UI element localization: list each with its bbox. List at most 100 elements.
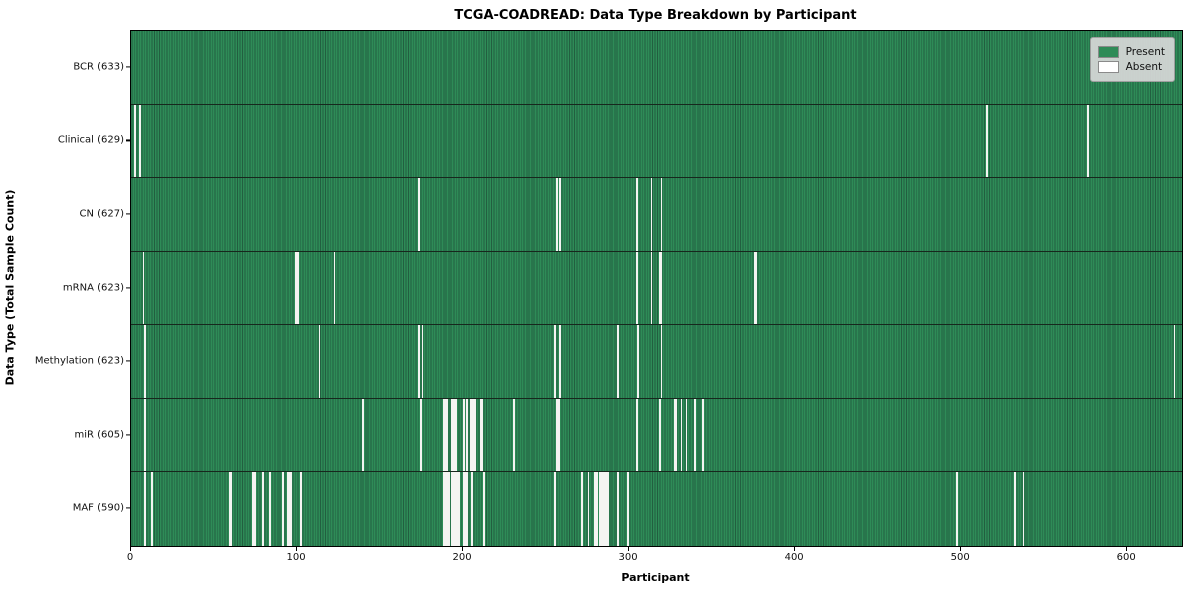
absent-stripe <box>554 325 557 398</box>
legend: Present Absent <box>1089 37 1175 82</box>
y-tick-label: CN (627) <box>79 208 124 220</box>
row-MAF <box>131 472 1182 546</box>
x-tick-mark <box>1126 546 1128 551</box>
x-tick-label: 0 <box>126 552 134 563</box>
absent-stripe <box>473 398 475 472</box>
x-tick-mark <box>960 546 962 551</box>
absent-stripe <box>635 398 638 472</box>
absent-stripe <box>650 178 653 251</box>
y-tick-mark <box>126 213 130 215</box>
absent-stripe <box>282 472 284 546</box>
x-axis-label: Participant <box>621 571 690 584</box>
absent-stripe <box>617 325 620 398</box>
absent-stripe <box>142 251 145 325</box>
absent-stripe <box>605 472 608 546</box>
y-tick-label: Clinical (629) <box>57 134 124 146</box>
absent-stripe <box>637 325 640 398</box>
present-swatch-icon <box>1097 46 1119 58</box>
absent-stripe <box>446 398 449 472</box>
absent-stripe <box>512 398 515 472</box>
absent-stripe <box>753 251 756 325</box>
absent-stripe <box>660 325 663 398</box>
absent-stripe <box>444 472 447 546</box>
absent-stripe <box>554 472 557 546</box>
chart-title: TCGA-COADREAD: Data Type Breakdown by Pa… <box>454 8 857 23</box>
absent-stripe <box>253 472 256 546</box>
absent-stripe <box>469 398 472 472</box>
absent-stripe <box>755 251 758 325</box>
absent-stripe <box>228 472 231 546</box>
absent-stripe <box>144 398 147 472</box>
row-mRNA <box>131 251 1182 326</box>
absent-swatch-icon <box>1097 61 1119 73</box>
absent-stripe <box>458 472 460 546</box>
absent-stripe <box>650 251 653 325</box>
absent-stripe <box>287 472 289 546</box>
y-tick-label: BCR (633) <box>73 61 124 73</box>
absent-stripe <box>673 398 676 472</box>
plot-area <box>130 30 1183 547</box>
x-tick-mark <box>462 546 464 551</box>
absent-stripe <box>454 398 457 472</box>
absent-stripe <box>252 472 254 546</box>
absent-stripe <box>617 472 620 546</box>
absent-stripe <box>454 472 457 546</box>
y-tick-label: MAF (590) <box>72 502 124 514</box>
absent-stripe <box>559 325 562 398</box>
absent-stripe <box>139 104 142 178</box>
absent-stripe <box>658 398 661 472</box>
absent-stripe <box>595 472 598 546</box>
absent-stripe <box>295 251 298 325</box>
absent-stripe <box>587 472 590 546</box>
absent-stripe <box>599 472 601 546</box>
absent-stripe <box>297 251 299 325</box>
x-tick-label: 100 <box>286 552 306 563</box>
absent-stripe <box>290 472 293 546</box>
absent-stripe <box>318 325 321 398</box>
absent-stripe <box>482 472 485 546</box>
absent-stripe <box>600 472 603 546</box>
y-tick-label: miR (605) <box>74 429 124 441</box>
absent-stripe <box>443 472 445 546</box>
absent-stripe <box>419 398 422 472</box>
row-Clinical <box>131 104 1182 179</box>
absent-stripe <box>693 398 696 472</box>
absent-stripe <box>361 398 364 472</box>
absent-stripe <box>658 251 661 325</box>
absent-stripe <box>556 398 558 472</box>
absent-stripe <box>635 178 638 251</box>
row-BCR <box>131 31 1182 105</box>
absent-stripe <box>986 104 988 178</box>
absent-stripe <box>557 398 560 472</box>
absent-stripe <box>702 398 704 472</box>
x-tick-mark <box>628 546 630 551</box>
absent-stripe <box>418 178 421 251</box>
absent-stripe <box>333 251 336 325</box>
absent-stripe <box>463 472 465 546</box>
absent-stripe <box>144 472 147 546</box>
absent-stripe <box>602 472 605 546</box>
absent-stripe <box>448 472 450 546</box>
absent-stripe <box>268 472 271 546</box>
absent-stripe <box>680 398 683 472</box>
absent-stripe <box>444 398 447 472</box>
x-tick-mark <box>130 546 132 551</box>
absent-stripe <box>685 398 688 472</box>
y-tick-label: mRNA (623) <box>62 282 124 293</box>
absent-stripe <box>580 472 583 546</box>
y-tick-mark <box>126 434 130 436</box>
absent-stripe <box>451 472 454 546</box>
absent-stripe <box>288 472 291 546</box>
row-miR <box>131 398 1182 473</box>
absent-stripe <box>446 472 449 546</box>
absent-stripe <box>464 472 467 546</box>
absent-stripe <box>456 472 459 546</box>
x-tick-label: 300 <box>618 552 638 563</box>
absent-stripe <box>230 472 233 546</box>
x-tick-mark <box>296 546 298 551</box>
y-tick-mark <box>126 507 130 509</box>
absent-stripe <box>594 472 597 546</box>
absent-stripe <box>481 398 484 472</box>
absent-stripe <box>1014 472 1017 546</box>
y-tick-mark <box>126 139 130 141</box>
